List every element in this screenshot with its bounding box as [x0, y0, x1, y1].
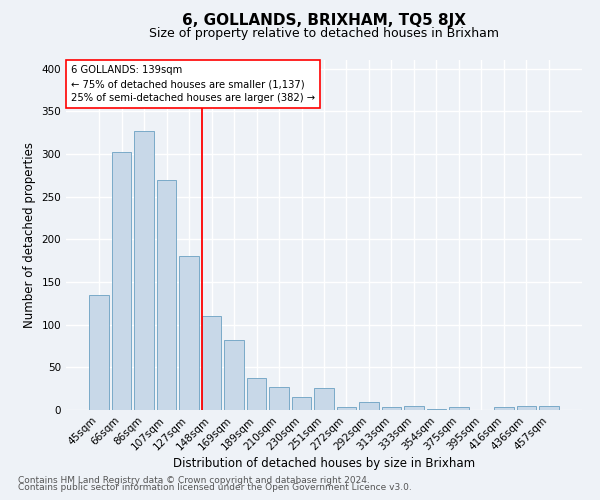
Bar — [179, 256, 199, 410]
Bar — [539, 406, 559, 410]
Bar — [134, 131, 154, 410]
Text: 6, GOLLANDS, BRIXHAM, TQ5 8JX: 6, GOLLANDS, BRIXHAM, TQ5 8JX — [182, 12, 466, 28]
Bar — [494, 408, 514, 410]
Bar — [427, 409, 446, 410]
Bar — [449, 408, 469, 410]
Bar — [157, 180, 176, 410]
Bar — [517, 406, 536, 410]
Bar — [247, 378, 266, 410]
Bar — [404, 406, 424, 410]
Y-axis label: Number of detached properties: Number of detached properties — [23, 142, 36, 328]
Bar — [337, 406, 356, 410]
Text: Contains HM Land Registry data © Crown copyright and database right 2024.: Contains HM Land Registry data © Crown c… — [18, 476, 370, 485]
Bar — [112, 152, 131, 410]
Bar — [202, 316, 221, 410]
Bar — [359, 402, 379, 410]
Bar — [224, 340, 244, 410]
Bar — [292, 397, 311, 410]
Text: 6 GOLLANDS: 139sqm
← 75% of detached houses are smaller (1,137)
25% of semi-deta: 6 GOLLANDS: 139sqm ← 75% of detached hou… — [71, 65, 315, 104]
Bar — [269, 387, 289, 410]
Text: Size of property relative to detached houses in Brixham: Size of property relative to detached ho… — [149, 28, 499, 40]
Text: Contains public sector information licensed under the Open Government Licence v3: Contains public sector information licen… — [18, 484, 412, 492]
Bar — [314, 388, 334, 410]
Bar — [89, 295, 109, 410]
Bar — [382, 408, 401, 410]
X-axis label: Distribution of detached houses by size in Brixham: Distribution of detached houses by size … — [173, 458, 475, 470]
